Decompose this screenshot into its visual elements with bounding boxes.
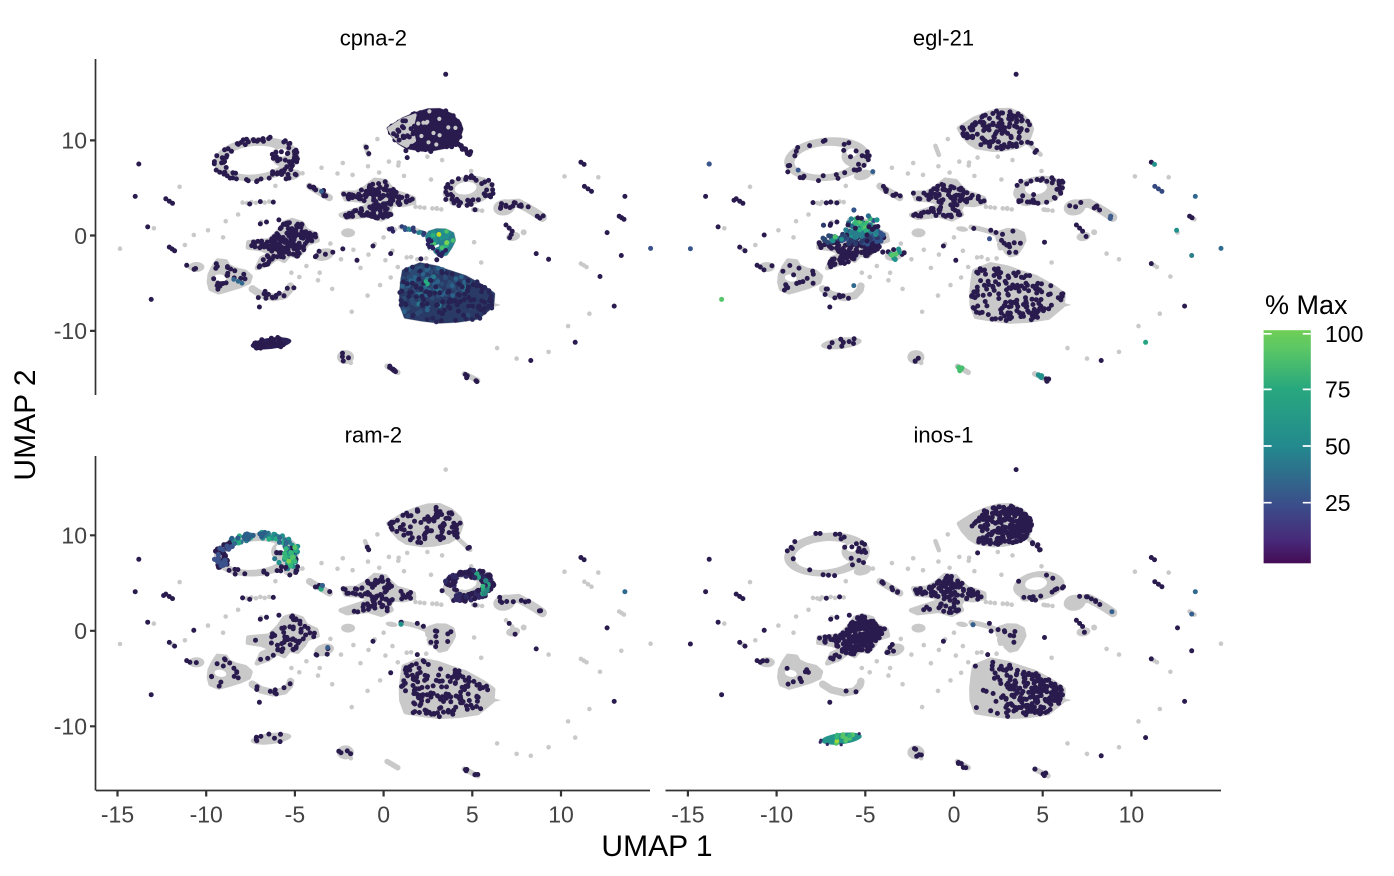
svg-text:10: 10 bbox=[61, 523, 87, 549]
svg-text:% Max: % Max bbox=[1265, 290, 1348, 320]
svg-text:inos-1: inos-1 bbox=[914, 423, 974, 448]
svg-text:-10: -10 bbox=[54, 318, 87, 344]
svg-text:100: 100 bbox=[1325, 321, 1363, 347]
svg-text:10: 10 bbox=[1119, 801, 1145, 827]
svg-text:5: 5 bbox=[466, 801, 479, 827]
svg-text:-15: -15 bbox=[101, 801, 134, 827]
svg-text:0: 0 bbox=[74, 223, 87, 249]
svg-text:-5: -5 bbox=[855, 801, 875, 827]
svg-text:10: 10 bbox=[548, 801, 574, 827]
svg-text:0: 0 bbox=[948, 801, 961, 827]
svg-text:-15: -15 bbox=[671, 801, 704, 827]
svg-text:75: 75 bbox=[1325, 377, 1351, 403]
svg-text:ram-2: ram-2 bbox=[345, 423, 402, 448]
svg-text:-10: -10 bbox=[760, 801, 793, 827]
svg-text:10: 10 bbox=[61, 128, 87, 154]
svg-text:-10: -10 bbox=[190, 801, 223, 827]
svg-text:25: 25 bbox=[1325, 490, 1351, 516]
svg-text:UMAP 1: UMAP 1 bbox=[601, 830, 712, 863]
svg-text:50: 50 bbox=[1325, 433, 1351, 459]
svg-text:0: 0 bbox=[74, 618, 87, 644]
svg-text:egl-21: egl-21 bbox=[913, 25, 974, 50]
svg-text:UMAP 2: UMAP 2 bbox=[9, 369, 42, 480]
svg-text:-10: -10 bbox=[54, 714, 87, 740]
svg-text:0: 0 bbox=[377, 801, 390, 827]
svg-text:5: 5 bbox=[1036, 801, 1049, 827]
svg-text:-5: -5 bbox=[285, 801, 305, 827]
svg-text:cpna-2: cpna-2 bbox=[340, 25, 407, 50]
